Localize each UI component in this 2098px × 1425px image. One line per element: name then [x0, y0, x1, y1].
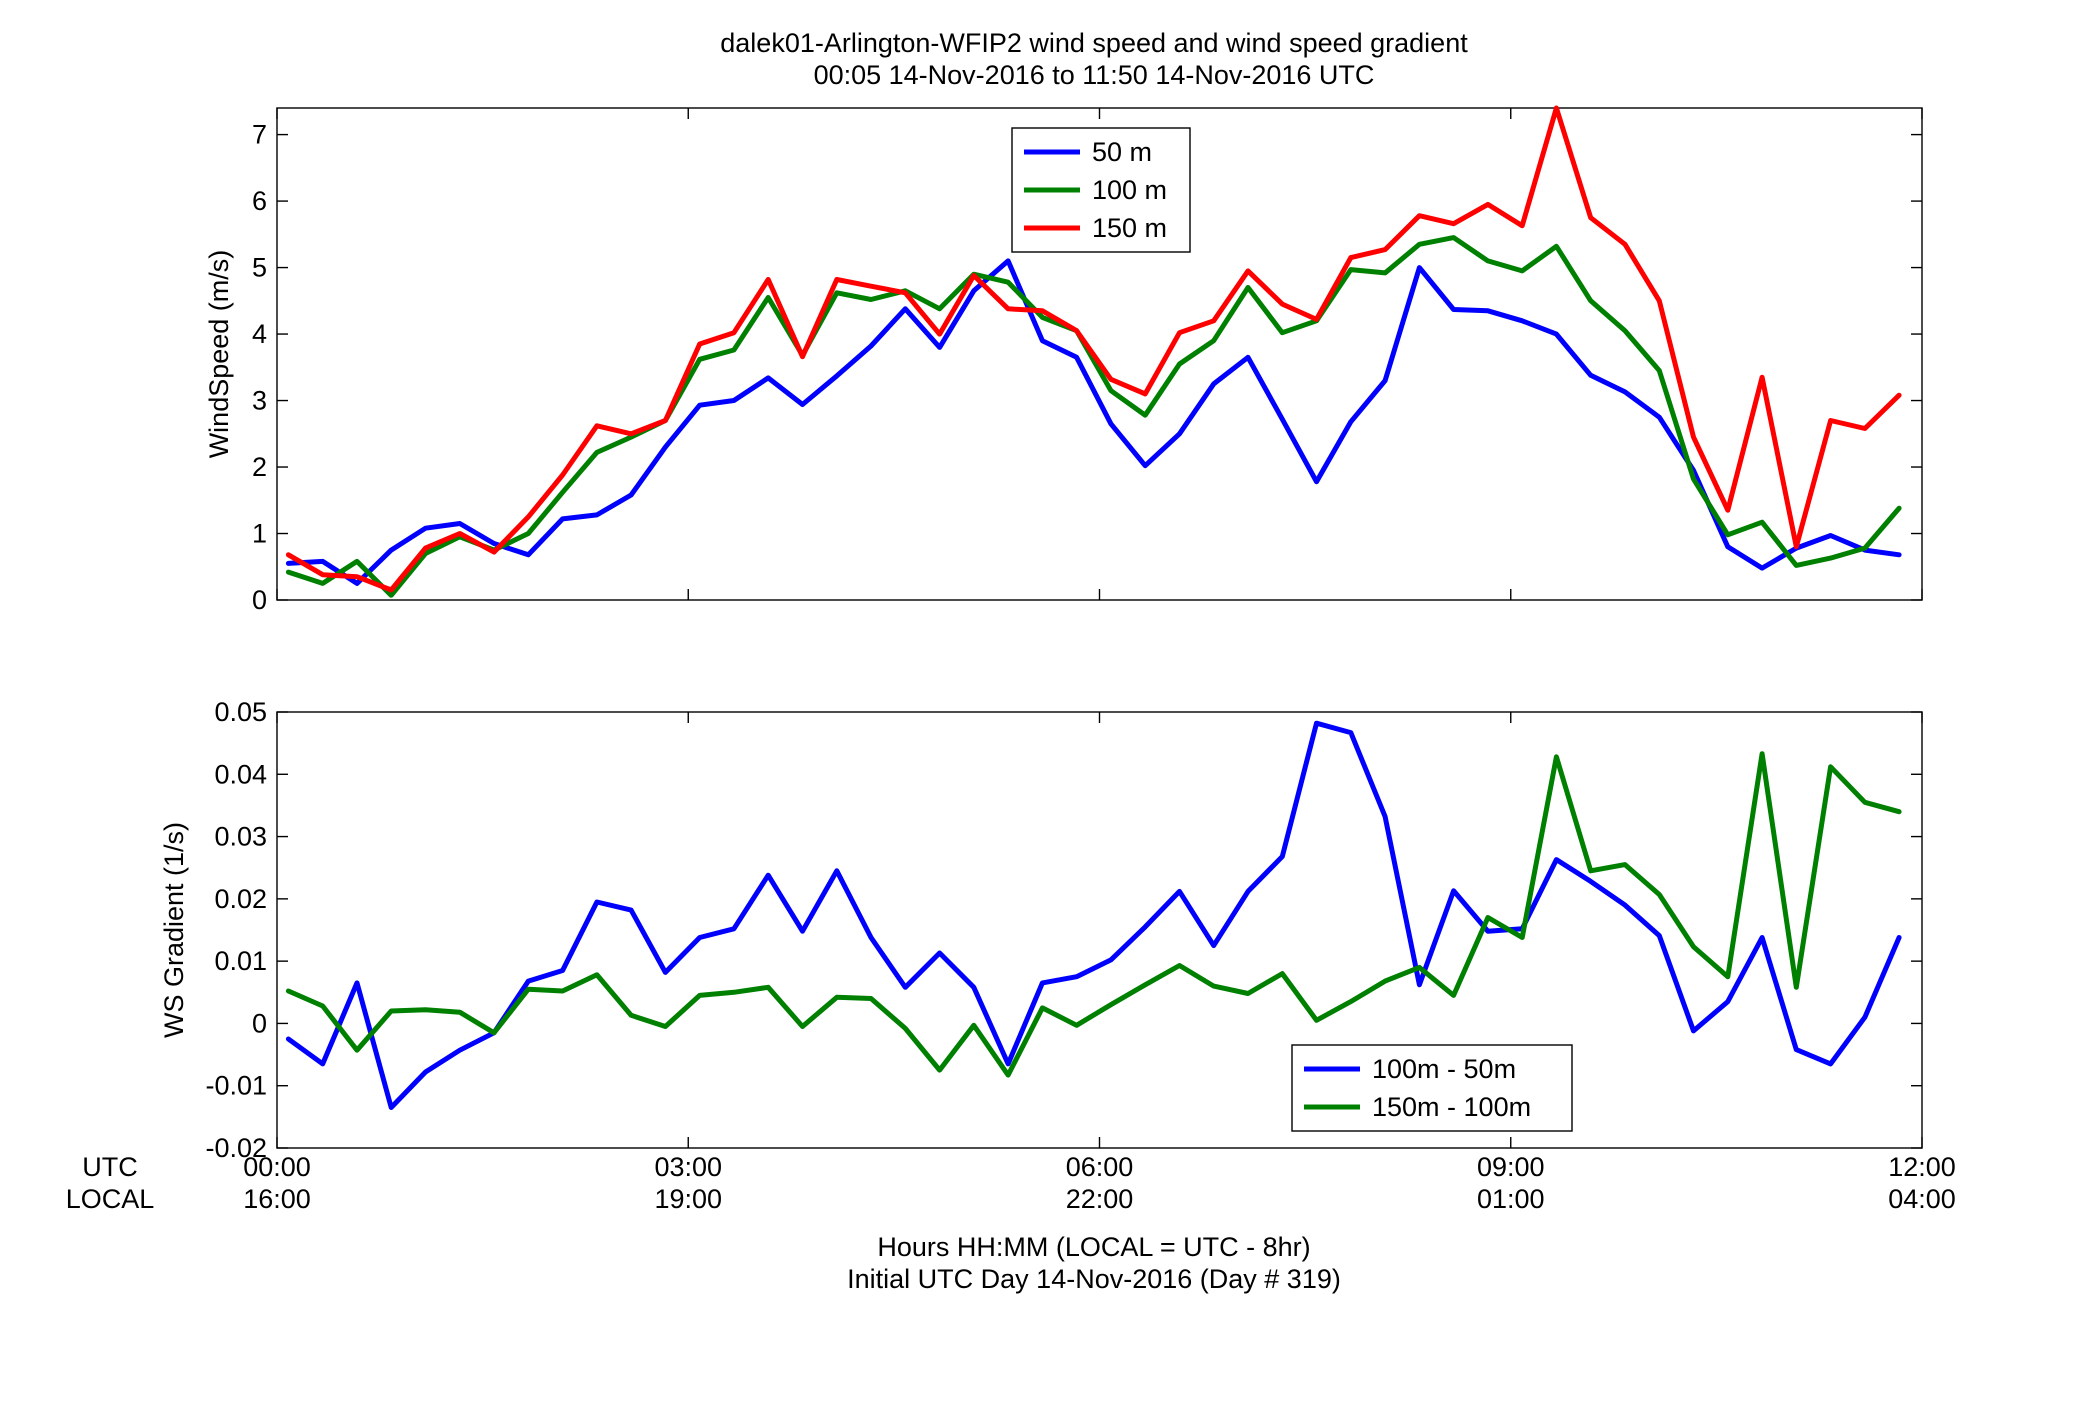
local-tick-label: 01:00 [1477, 1184, 1545, 1214]
series-line [285, 105, 1902, 593]
local-tick-label: 22:00 [1066, 1184, 1134, 1214]
legend-label: 150 m [1092, 213, 1167, 243]
y-tick-label: -0.02 [205, 1133, 267, 1163]
y-tick-label: 0 [252, 1008, 267, 1038]
local-row-label: LOCAL [66, 1184, 155, 1214]
legend-label: 100 m [1092, 175, 1167, 205]
y-tick-label: 7 [252, 120, 267, 150]
utc-tick-label: 06:00 [1066, 1152, 1134, 1182]
series-line [285, 258, 1902, 586]
y-tick-label: 5 [252, 253, 267, 283]
series-line [285, 235, 1902, 598]
local-tick-label: 19:00 [654, 1184, 722, 1214]
y-tick-label: 1 [252, 519, 267, 549]
local-tick-label: 16:00 [243, 1184, 311, 1214]
y-tick-label: 6 [252, 186, 267, 216]
utc-row-label: UTC [82, 1152, 138, 1182]
y-tick-label: 0.01 [214, 946, 267, 976]
legend-label: 150m - 100m [1372, 1092, 1531, 1122]
y-tick-label: 0.02 [214, 884, 267, 914]
gradient-panel: -0.02 -0.01 0 0.01 0.02 0.03 0.04 0.05 WS Gradie… [159, 697, 1923, 1163]
y-tick-label: 2 [252, 452, 267, 482]
utc-tick-label: 12:00 [1888, 1152, 1956, 1182]
utc-tick-label: 00:00 [243, 1152, 311, 1182]
figure-title-line2: 00:05 14-Nov-2016 to 11:50 14-Nov-2016 U… [814, 60, 1375, 90]
y-tick-label: 0 [252, 585, 267, 615]
y-tick-label: 0.05 [214, 697, 267, 727]
utc-tick-label: 03:00 [654, 1152, 722, 1182]
y-tick-label: 3 [252, 386, 267, 416]
series-line [285, 720, 1902, 1110]
figure-title-line1: dalek01-Arlington-WFIP2 wind speed and w… [720, 28, 1468, 58]
y-axis-label: WindSpeed (m/s) [204, 250, 234, 459]
legend-label: 100m - 50m [1372, 1054, 1516, 1084]
y-tick-label: -0.01 [205, 1071, 267, 1101]
legend-label: 50 m [1092, 137, 1152, 167]
legend-box [1291, 1044, 1573, 1132]
series-line [285, 751, 1902, 1078]
x-axis-label-line1: Hours HH:MM (LOCAL = UTC - 8hr) [877, 1232, 1310, 1262]
windspeed-panel: 0 1 2 3 4 5 6 7 WindSpeed (m/s) 50 m 100 m 150 m [204, 105, 1923, 615]
y-axis-label: WS Gradient (1/s) [159, 822, 189, 1038]
y-tick-label: 4 [252, 319, 267, 349]
y-tick-label: 0.03 [214, 822, 267, 852]
local-tick-label: 04:00 [1888, 1184, 1956, 1214]
utc-tick-label: 09:00 [1477, 1152, 1545, 1182]
x-axis-label-line2: Initial UTC Day 14-Nov-2016 (Day # 319) [847, 1264, 1341, 1294]
y-tick-label: 0.04 [214, 759, 267, 789]
